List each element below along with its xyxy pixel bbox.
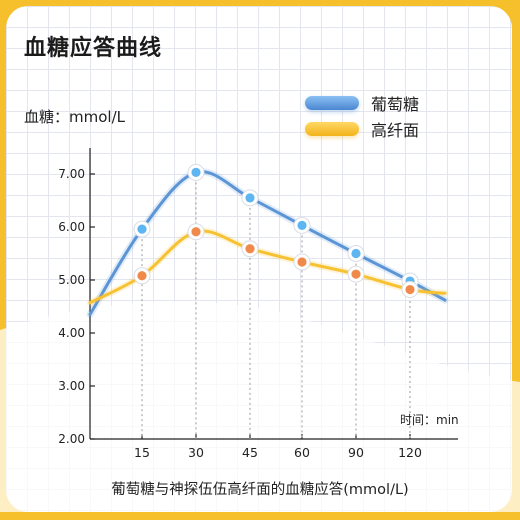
y-tick-label: 5.00 [58, 273, 85, 287]
legend-label-fiber: 高纤面 [371, 121, 420, 140]
footer-caption: 葡萄糖与神探伍伍高纤面的血糖应答(mmol/L) [111, 482, 409, 498]
data-point [245, 193, 255, 203]
axes: 2.00 3.00 4.00 5.00 6.00 7.00 15 30 45 60 90 120 [58, 148, 458, 460]
legend-item-fiber: 高纤面 [305, 116, 419, 142]
data-point [351, 248, 361, 259]
y-tick-label: 7.00 [58, 167, 85, 181]
y-tick-label: 2.00 [58, 432, 85, 446]
data-point [297, 220, 307, 231]
data-point [191, 227, 201, 237]
data-point [137, 224, 147, 234]
legend-swatch-glucose [305, 96, 359, 110]
y-axis-label: 血糖：mmol/L [24, 108, 125, 126]
data-point [245, 244, 255, 254]
series-line [88, 170, 447, 316]
x-tick-label: 60 [294, 445, 310, 460]
series-layer [86, 163, 449, 318]
legend: 葡萄糖 高纤面 [305, 90, 419, 142]
legend-label-glucose: 葡萄糖 [371, 95, 420, 114]
background-wave [0, 301, 520, 512]
y-tick-label: 3.00 [58, 379, 85, 393]
data-point [137, 271, 147, 281]
chart-title: 血糖应答曲线 [24, 36, 163, 61]
x-tick-label: 15 [134, 445, 150, 460]
x-tick-label: 90 [348, 445, 364, 460]
series-glow [86, 227, 449, 307]
data-point [297, 257, 307, 267]
legend-swatch-fiber [305, 122, 359, 136]
legend-item-glucose: 葡萄糖 [305, 90, 419, 116]
y-tick-label: 4.00 [58, 326, 85, 340]
x-tick-label: 45 [242, 445, 258, 460]
y-tick-label: 6.00 [58, 220, 85, 234]
series-glow [86, 168, 449, 318]
x-axis-label: 时间：min [400, 413, 459, 427]
x-tick-label: 30 [188, 445, 204, 460]
data-point [191, 167, 201, 178]
data-point [405, 284, 415, 295]
x-tick-label: 120 [398, 445, 422, 460]
series-line [88, 229, 447, 305]
data-point [351, 269, 361, 279]
